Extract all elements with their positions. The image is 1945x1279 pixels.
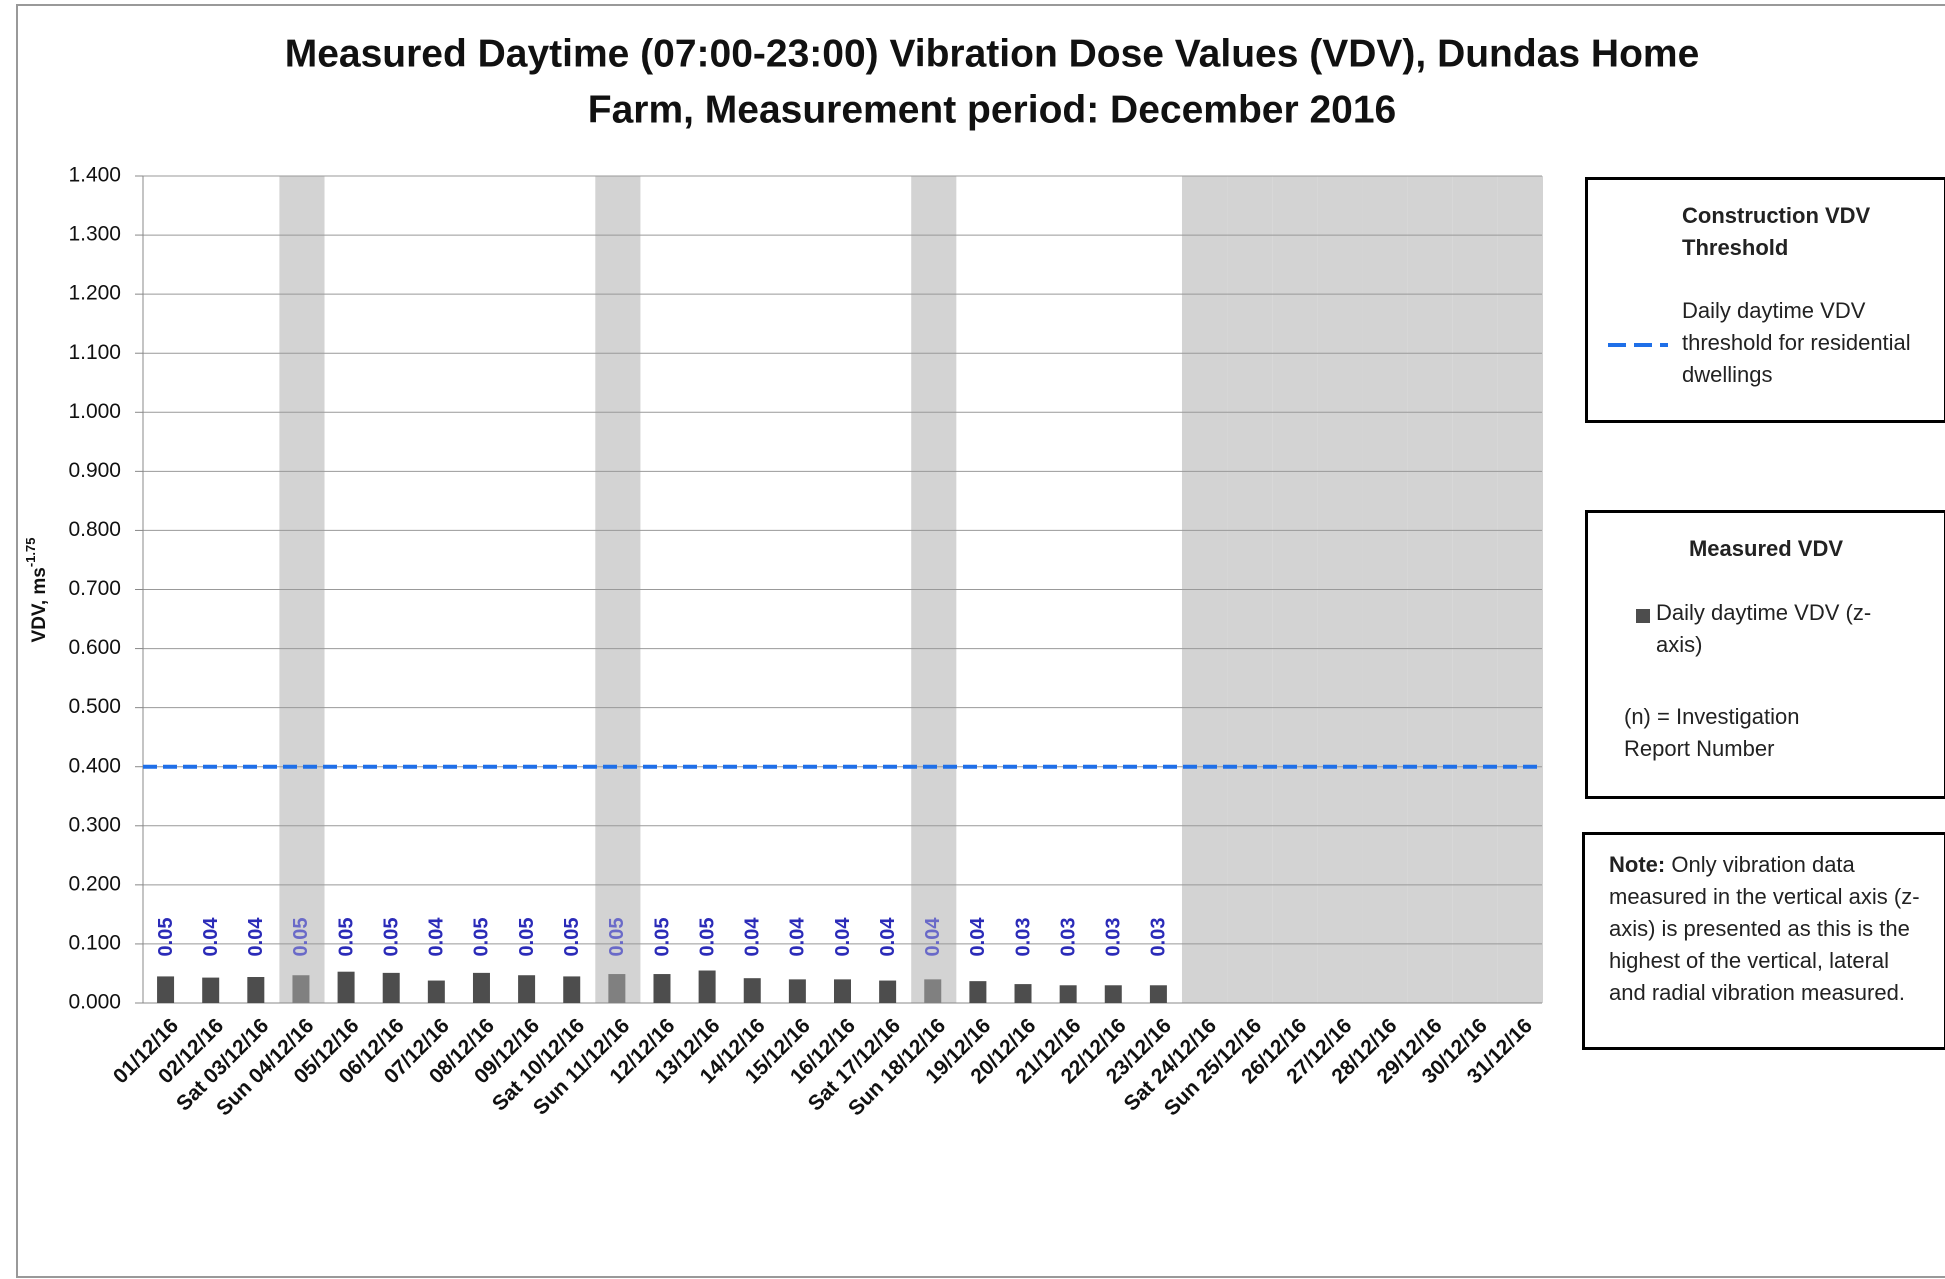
data-label: 0.05 (380, 918, 402, 957)
data-label: 0.04 (877, 917, 899, 957)
legend-swatch (1636, 609, 1650, 623)
y-axis-label-sup: -1.75 (23, 538, 38, 568)
y-tick-label: 1.300 (68, 223, 121, 246)
data-label: 0.04 (245, 917, 267, 957)
bar (382, 972, 400, 1003)
bar (157, 976, 175, 1003)
data-label: 0.03 (1103, 918, 1125, 957)
y-tick-label: 0.400 (68, 754, 121, 777)
data-label: 0.04 (832, 917, 854, 957)
data-label: 0.05 (335, 918, 357, 957)
legend-threshold: Construction VDV Threshold Daily daytime… (1585, 177, 1945, 423)
bar (202, 977, 220, 1003)
bar (834, 979, 851, 1003)
bar (698, 970, 716, 1003)
y-tick-label: 0.100 (68, 931, 121, 954)
legend-title: Construction VDV Threshold (1682, 203, 1871, 260)
bar (518, 975, 536, 1003)
data-label: 0.04 (426, 917, 448, 957)
data-label: 0.05 (471, 918, 493, 957)
legend-measured: Measured VDV Daily daytime VDV (z-axis) … (1585, 510, 1945, 799)
bar (743, 978, 761, 1003)
legend-line-icon (1608, 343, 1668, 347)
data-label: 0.03 (1012, 918, 1034, 957)
legend-note: (n) = Investigation Report Number (1624, 704, 1800, 761)
data-label: 0.04 (200, 917, 222, 957)
data-label: 0.05 (290, 918, 312, 957)
data-label: 0.05 (651, 918, 673, 957)
y-tick-label: 0.200 (68, 872, 121, 895)
bar (1014, 984, 1032, 1003)
y-tick-label: 0.800 (68, 518, 121, 541)
bar (337, 971, 355, 1003)
chart-title: Farm, Measurement period: December 2016 (588, 88, 1397, 131)
note-text: Only vibration data measured in the vert… (1609, 852, 1920, 1005)
bar (1149, 985, 1167, 1003)
y-tick-label: 1.200 (68, 282, 121, 305)
bar (924, 979, 942, 1003)
y-tick-label: 0.900 (68, 459, 121, 482)
data-label: 0.04 (922, 917, 944, 957)
data-label: 0.03 (1057, 918, 1079, 957)
bar (653, 974, 671, 1003)
bar (1059, 985, 1077, 1003)
data-label: 0.05 (155, 918, 177, 957)
data-label: 0.05 (606, 918, 628, 957)
y-tick-label: 0.600 (68, 636, 121, 659)
y-tick-label: 1.100 (68, 341, 121, 364)
chart-title: Measured Daytime (07:00-23:00) Vibration… (285, 32, 1700, 75)
bar (608, 974, 626, 1003)
bar (292, 975, 310, 1003)
y-axis-label-main: VDV, ms (29, 567, 50, 642)
legend-label: Daily daytime VDV threshold for resident… (1682, 298, 1911, 387)
bar (472, 972, 490, 1003)
note-box: Note: Only vibration data measured in th… (1582, 832, 1945, 1050)
bar (879, 980, 897, 1003)
y-tick-label: 0.700 (68, 577, 121, 600)
y-axis-label: VDV, ms-1.75 (23, 538, 50, 643)
data-label: 0.05 (696, 918, 718, 957)
y-tick-label: 0.000 (68, 991, 121, 1014)
frame (16, 4, 1945, 1278)
data-label: 0.03 (1148, 918, 1170, 957)
bar (427, 980, 445, 1003)
data-label: 0.05 (516, 918, 538, 957)
data-label: 0.04 (967, 917, 989, 957)
y-tick-label: 0.300 (68, 813, 121, 836)
data-label: 0.05 (561, 918, 583, 957)
bar (969, 981, 987, 1003)
y-tick-label: 1.000 (68, 400, 121, 423)
bar (1104, 985, 1122, 1003)
bar (247, 977, 265, 1003)
legend-label: Daily daytime VDV (z-axis) (1656, 600, 1872, 657)
bar (788, 979, 806, 1003)
y-tick-label: 1.400 (68, 164, 121, 187)
data-label: 0.04 (742, 917, 764, 957)
y-tick-label: 0.500 (68, 695, 121, 718)
legend-title: Measured VDV (1688, 536, 1844, 561)
data-label: 0.04 (787, 917, 809, 957)
note-label: Note: (1609, 852, 1666, 877)
bar (563, 976, 581, 1003)
